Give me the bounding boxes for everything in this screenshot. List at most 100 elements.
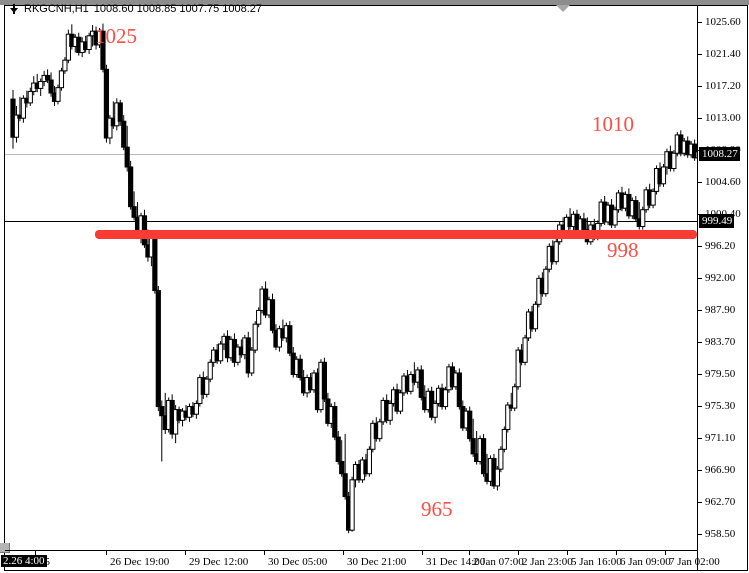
time-tick <box>185 551 186 555</box>
ohlc-values: 1008.60 1008.85 1007.75 1008.27 <box>93 3 263 15</box>
candle <box>515 347 521 390</box>
symbol-header: RKGCNH,H1 1008.60 1008.85 1007.75 1008.2… <box>10 2 262 16</box>
time-tick <box>35 551 36 555</box>
time-tick-label: 31 Dec 14:00 <box>426 556 486 568</box>
last-price-tag: 1008.27 <box>699 147 740 161</box>
price-tick <box>698 342 702 343</box>
candle <box>103 64 110 143</box>
candle <box>512 383 518 412</box>
candle <box>498 446 504 473</box>
time-tick-label: 26 Dec 19:00 <box>110 556 170 568</box>
price-axis[interactable]: 1025.601021.401017.201013.001008.801004.… <box>693 6 748 571</box>
candle <box>332 401 338 441</box>
price-tick <box>698 278 702 279</box>
candle <box>55 84 61 105</box>
candle <box>522 334 528 366</box>
candle <box>121 115 127 151</box>
price-tick <box>698 310 702 311</box>
time-tick-label: 5 Jan 16:00 <box>571 556 622 568</box>
candle <box>155 286 161 412</box>
candle <box>408 371 414 395</box>
price-tick-label: 983.70 <box>705 336 736 348</box>
candle <box>553 238 559 265</box>
bid-price-line <box>5 221 697 222</box>
candle <box>27 87 33 106</box>
candle <box>532 301 539 332</box>
chart-plot-area[interactable]: 1025 1010 998 965 <box>5 6 697 550</box>
candlestick-series <box>10 23 697 534</box>
candle <box>501 426 507 453</box>
price-tick <box>698 406 702 407</box>
price-tick-label: 1021.40 <box>705 48 741 60</box>
candle <box>65 29 71 64</box>
price-tick-label: 987.90 <box>705 304 736 316</box>
window-top-border <box>0 0 749 5</box>
candle <box>335 430 341 465</box>
candle <box>62 57 68 74</box>
candle <box>397 389 404 415</box>
chevron-down-icon[interactable] <box>556 5 570 12</box>
price-tick <box>698 502 702 503</box>
candle <box>640 206 646 230</box>
price-tick <box>698 470 702 471</box>
time-tick <box>518 551 519 555</box>
price-annotation-998: 998 <box>607 238 639 262</box>
candle <box>339 440 345 477</box>
candle <box>38 78 44 97</box>
time-tick <box>665 551 666 555</box>
candle <box>117 99 123 126</box>
candle <box>650 188 656 209</box>
resize-grip[interactable] <box>0 543 10 553</box>
candle <box>470 418 476 457</box>
support-resistance-line[interactable] <box>95 230 697 239</box>
candle <box>432 400 438 424</box>
candle <box>287 321 293 357</box>
candle <box>456 368 462 410</box>
price-tick-label: 996.20 <box>705 240 736 252</box>
time-tick <box>264 551 265 555</box>
candle <box>86 32 92 55</box>
price-tick-label: 1013.00 <box>705 112 741 124</box>
candle <box>207 359 213 383</box>
candle <box>141 209 148 248</box>
candle <box>480 434 487 477</box>
candle <box>173 405 179 444</box>
price-annotation-1025: 1025 <box>95 24 137 48</box>
time-tick <box>422 551 423 555</box>
candle <box>48 72 54 97</box>
time-tick <box>469 551 470 555</box>
candle <box>543 266 549 297</box>
candle <box>418 365 424 401</box>
candle <box>128 160 134 210</box>
price-tick-label: 975.30 <box>705 400 736 412</box>
last-price-line <box>5 154 697 155</box>
candle <box>20 95 26 123</box>
price-tick <box>698 22 702 23</box>
price-tick-label: 979.50 <box>705 368 736 380</box>
price-tick <box>698 374 702 375</box>
crosshair-time-tag: 2.26 4:00 <box>1 555 47 567</box>
time-tick-label: 2 Jan 07:00 <box>473 556 524 568</box>
price-tick-label: 1025.60 <box>705 16 741 28</box>
symbol-name: RKGCNH,H1 <box>24 3 89 15</box>
price-tick-label: 992.00 <box>705 272 736 284</box>
candle <box>494 466 500 491</box>
candle <box>204 376 210 398</box>
time-tick-label: 6 Jan 09:00 <box>620 556 671 568</box>
candle <box>633 195 639 222</box>
candle <box>124 125 130 172</box>
candle <box>45 69 51 84</box>
time-tick-label: 29 Dec 12:00 <box>189 556 249 568</box>
candle <box>660 163 667 187</box>
candle <box>218 340 224 364</box>
price-tick-label: 1004.60 <box>705 176 741 188</box>
time-tick <box>106 551 107 555</box>
candle <box>100 23 106 73</box>
price-annotation-1010: 1010 <box>592 112 634 136</box>
time-tick <box>567 551 568 555</box>
candle <box>377 418 383 442</box>
candle <box>152 231 158 294</box>
candle <box>13 105 20 143</box>
candle <box>612 206 618 229</box>
